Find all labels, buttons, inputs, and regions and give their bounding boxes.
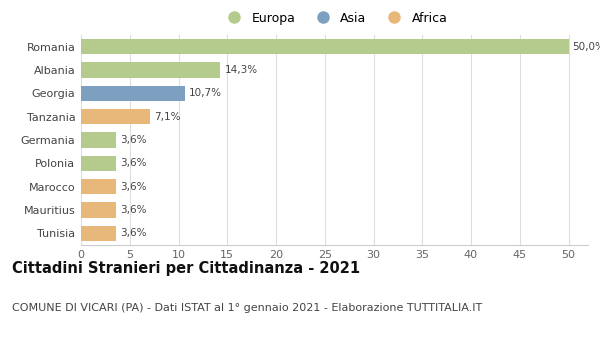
Text: 3,6%: 3,6%	[120, 158, 146, 168]
Bar	[81, 202, 116, 218]
Bar	[81, 132, 116, 148]
Legend: Europa, Asia, Africa: Europa, Asia, Africa	[221, 12, 448, 24]
Text: 50,0%: 50,0%	[572, 42, 600, 52]
Text: COMUNE DI VICARI (PA) - Dati ISTAT al 1° gennaio 2021 - Elaborazione TUTTITALIA.: COMUNE DI VICARI (PA) - Dati ISTAT al 1°…	[12, 303, 482, 313]
Bar	[81, 109, 150, 124]
Bar	[81, 86, 185, 101]
Text: Cittadini Stranieri per Cittadinanza - 2021: Cittadini Stranieri per Cittadinanza - 2…	[12, 261, 360, 276]
Text: 7,1%: 7,1%	[154, 112, 181, 122]
Bar	[81, 226, 116, 241]
Bar	[81, 62, 220, 78]
Bar	[81, 39, 569, 54]
Text: 3,6%: 3,6%	[120, 205, 146, 215]
Bar	[81, 179, 116, 194]
Bar	[81, 156, 116, 171]
Text: 3,6%: 3,6%	[120, 182, 146, 192]
Text: 3,6%: 3,6%	[120, 135, 146, 145]
Text: 10,7%: 10,7%	[189, 88, 222, 98]
Text: 14,3%: 14,3%	[224, 65, 257, 75]
Text: 3,6%: 3,6%	[120, 228, 146, 238]
